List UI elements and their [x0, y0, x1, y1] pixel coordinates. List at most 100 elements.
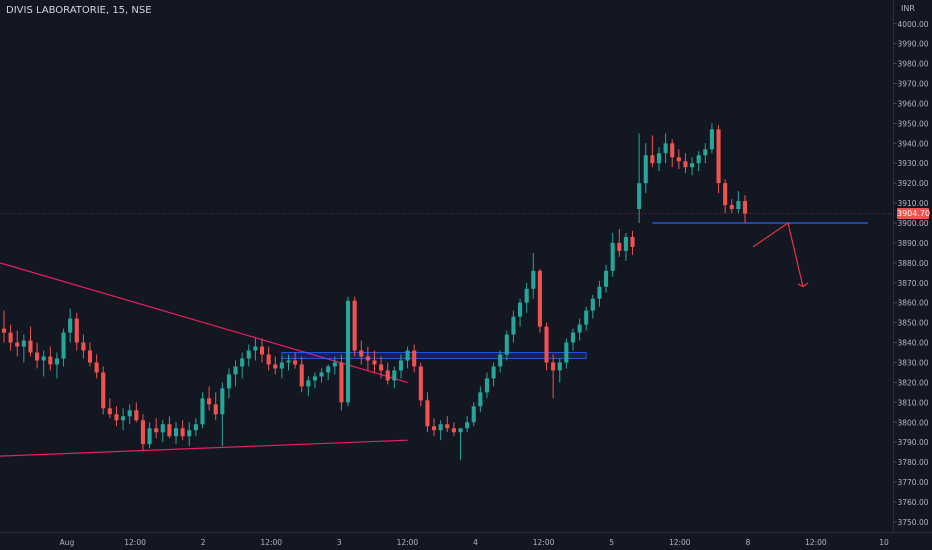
price-axis[interactable]: 3750.00 3760.00 3770.00 3780.00 3790.00 3800.…: [893, 20, 929, 527]
candle-body[interactable]: [511, 316, 516, 335]
candle-body[interactable]: [392, 370, 397, 381]
candle-body[interactable]: [114, 414, 119, 421]
candle-body[interactable]: [74, 318, 79, 343]
candle-body[interactable]: [723, 183, 728, 206]
candle-body[interactable]: [425, 400, 430, 427]
candle-body[interactable]: [147, 428, 152, 445]
candle-body[interactable]: [729, 205, 734, 210]
candle-body[interactable]: [226, 374, 231, 389]
time-axis[interactable]: Aug 12:00 2 12:00 3 12:00 4 12:00 5 12:00 8 12:00 10: [60, 538, 889, 547]
candle-body[interactable]: [650, 155, 655, 164]
candle-body[interactable]: [359, 350, 364, 357]
candle-body[interactable]: [584, 310, 589, 325]
candles[interactable]: [1, 123, 748, 461]
candle-body[interactable]: [345, 300, 351, 403]
candle-body[interactable]: [339, 362, 344, 403]
candle-body[interactable]: [312, 376, 318, 381]
candle-body[interactable]: [458, 428, 463, 433]
candle-body[interactable]: [531, 270, 536, 289]
candle-body[interactable]: [332, 362, 337, 367]
candle-body[interactable]: [445, 424, 450, 429]
candle-body[interactable]: [518, 302, 523, 317]
candle-body[interactable]: [220, 388, 225, 415]
candle-body[interactable]: [465, 422, 470, 429]
candle-body[interactable]: [293, 360, 298, 365]
candle-body[interactable]: [94, 362, 99, 373]
candle-body[interactable]: [173, 428, 179, 437]
candle-body[interactable]: [107, 408, 112, 415]
candle-body[interactable]: [676, 157, 681, 162]
candle-body[interactable]: [213, 404, 218, 415]
candle-body[interactable]: [160, 424, 165, 433]
candle-body[interactable]: [207, 398, 212, 405]
candle-body[interactable]: [286, 360, 291, 363]
candle-body[interactable]: [41, 356, 46, 361]
candle-body[interactable]: [54, 358, 59, 365]
candle-body[interactable]: [352, 300, 357, 351]
candle-body[interactable]: [28, 340, 33, 353]
candle-body[interactable]: [319, 372, 324, 377]
candle-body[interactable]: [498, 354, 503, 367]
candle-body[interactable]: [597, 286, 602, 299]
candle-body[interactable]: [690, 163, 695, 168]
candle-body[interactable]: [716, 129, 721, 184]
candle-body[interactable]: [1, 328, 7, 333]
candle-body[interactable]: [299, 364, 304, 387]
candle-body[interactable]: [365, 356, 370, 361]
candle-body[interactable]: [379, 364, 384, 371]
candle-body[interactable]: [240, 358, 245, 367]
candle-body[interactable]: [134, 410, 139, 421]
candle-body[interactable]: [491, 366, 496, 379]
candle-body[interactable]: [167, 424, 172, 437]
candle-body[interactable]: [233, 366, 238, 375]
candle-body[interactable]: [630, 236, 635, 247]
candle-body[interactable]: [670, 143, 675, 158]
candle-body[interactable]: [617, 242, 622, 251]
candle-body[interactable]: [570, 332, 576, 343]
candle-body[interactable]: [121, 416, 126, 421]
candle-body[interactable]: [306, 380, 311, 387]
candle-body[interactable]: [21, 340, 26, 347]
candle-body[interactable]: [187, 430, 192, 437]
candle-body[interactable]: [68, 318, 73, 333]
candle-body[interactable]: [372, 360, 377, 365]
candle-body[interactable]: [504, 334, 509, 355]
candle-body[interactable]: [683, 161, 688, 168]
candle-body[interactable]: [551, 362, 556, 371]
candle-body[interactable]: [81, 342, 86, 351]
symbol-title[interactable]: DIVIS LABORATORIE, 15, NSE: [6, 5, 152, 16]
candle-body[interactable]: [61, 332, 66, 359]
candle-body[interactable]: [484, 378, 490, 393]
candle-body[interactable]: [154, 428, 159, 433]
candle-body[interactable]: [438, 424, 443, 431]
candle-body[interactable]: [87, 350, 93, 363]
ascending-trendline[interactable]: [0, 439, 408, 457]
candle-body[interactable]: [48, 356, 53, 365]
candle-body[interactable]: [564, 342, 569, 363]
candle-body[interactable]: [590, 298, 595, 311]
candle-body[interactable]: [736, 201, 741, 210]
projection-path[interactable]: [752, 222, 804, 287]
candle-body[interactable]: [478, 392, 483, 407]
candle-body[interactable]: [180, 428, 185, 437]
candle-body[interactable]: [418, 366, 423, 401]
candle-body[interactable]: [577, 324, 582, 333]
candle-body[interactable]: [200, 398, 205, 425]
candle-body[interactable]: [385, 370, 390, 381]
candle-body[interactable]: [259, 346, 265, 355]
candle-body[interactable]: [537, 270, 542, 327]
candle-body[interactable]: [193, 424, 198, 431]
candle-body[interactable]: [8, 332, 13, 343]
candle-body[interactable]: [663, 143, 668, 154]
candle-body[interactable]: [101, 372, 106, 409]
candle-body[interactable]: [279, 362, 284, 369]
candle-body[interactable]: [266, 354, 271, 365]
candle-body[interactable]: [656, 153, 662, 164]
candle-body[interactable]: [273, 364, 278, 369]
candle-body[interactable]: [405, 350, 410, 361]
candle-body[interactable]: [610, 242, 615, 271]
candle-body[interactable]: [15, 342, 20, 347]
candle-body[interactable]: [140, 420, 145, 445]
candle-body[interactable]: [35, 352, 40, 361]
